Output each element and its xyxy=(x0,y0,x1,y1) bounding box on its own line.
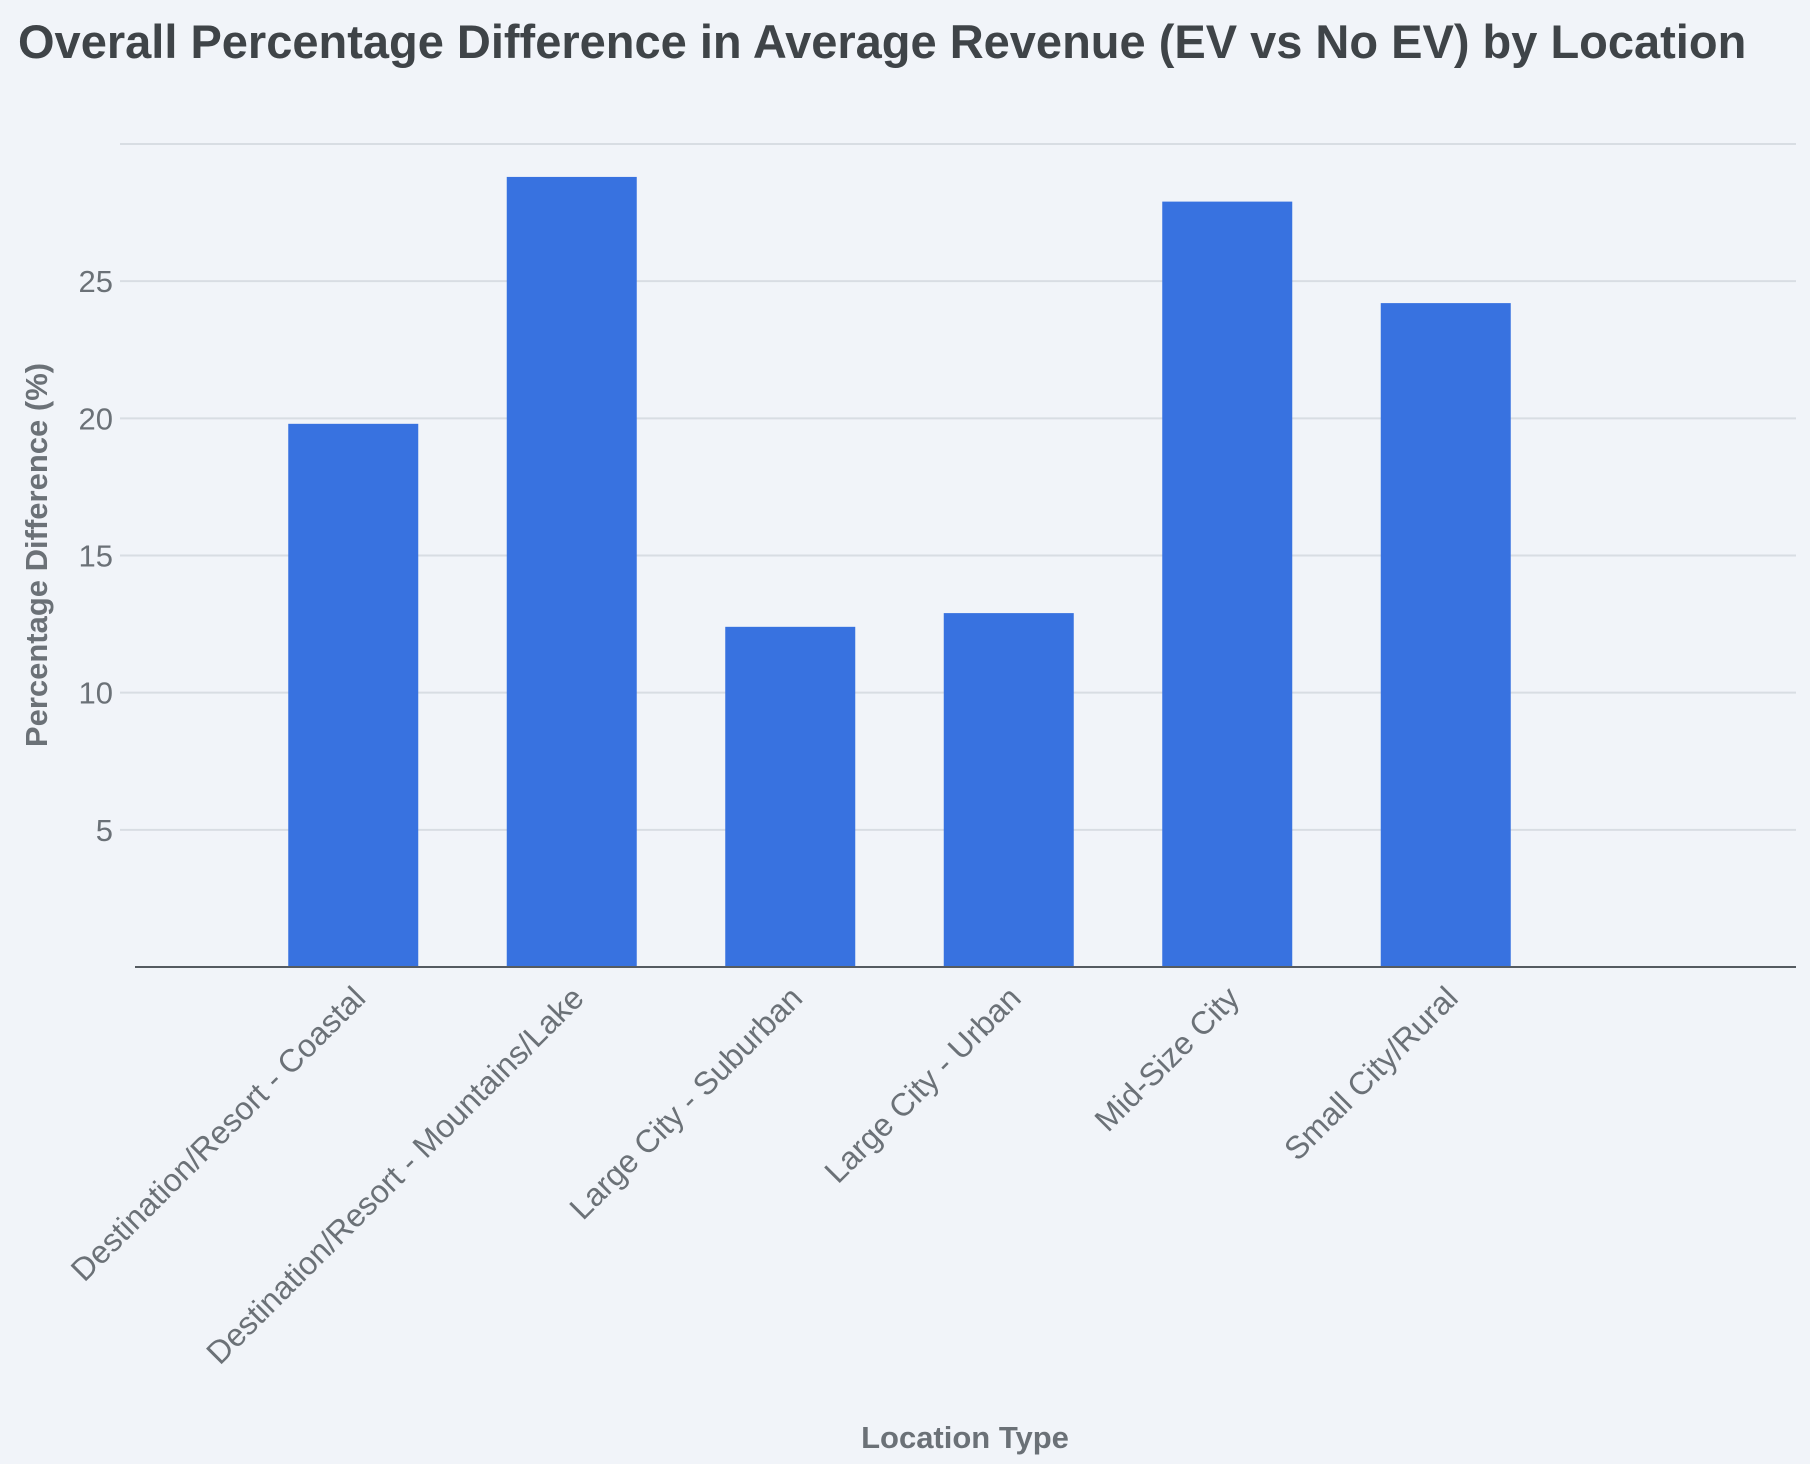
y-tick-label: 5 xyxy=(96,813,113,848)
y-tick-label: 25 xyxy=(79,264,113,299)
y-tick-label: 20 xyxy=(79,401,113,436)
chart-title: Overall Percentage Difference in Average… xyxy=(18,15,1746,68)
bar-3 xyxy=(725,626,856,967)
x-tick-label: Mid-Size City xyxy=(1087,979,1246,1138)
bar-2 xyxy=(506,176,637,968)
y-tick-label: 10 xyxy=(79,676,113,711)
x-tick-label: Small City/Rural xyxy=(1277,979,1465,1167)
x-tick-label: Large City - Suburban xyxy=(562,979,809,1226)
y-tick-label: 15 xyxy=(79,539,113,574)
y-axis-title: Percentage Difference (%) xyxy=(19,363,54,747)
x-tick-label: Large City - Urban xyxy=(817,979,1027,1189)
x-tick-label: Destination/Resort - Mountains/Lake xyxy=(199,979,590,1370)
x-axis-title: Location Type xyxy=(861,1420,1069,1455)
y-axis-ticks: 5 10 15 20 25 xyxy=(79,264,113,848)
bar-5 xyxy=(1162,201,1293,968)
bar-1 xyxy=(288,423,419,967)
bar-6 xyxy=(1380,303,1511,967)
x-axis-labels: Destination/Resort - CoastalDestination/… xyxy=(64,979,1465,1370)
bar-4 xyxy=(943,613,1074,967)
bars xyxy=(288,176,1511,968)
